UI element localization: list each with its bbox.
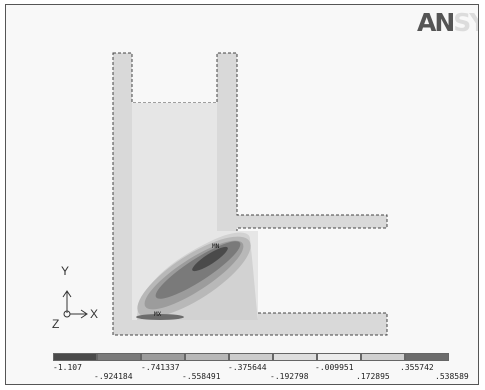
contour-legend [53, 353, 449, 361]
contour-band-2 [192, 246, 228, 272]
legend-swatch [229, 353, 273, 361]
legend-label: -.375644 [228, 363, 267, 372]
legend-swatch [185, 353, 229, 361]
legend-label: -.924184 [94, 372, 133, 381]
legend-label: -.192798 [270, 372, 309, 381]
min-region [136, 314, 184, 320]
legend-label: -.009951 [315, 363, 354, 372]
legend-label: .172895 [356, 372, 390, 381]
triad-icon [62, 290, 88, 319]
legend-swatch [97, 353, 141, 361]
legend-swatch [361, 353, 405, 361]
triad-z-label: Z [52, 317, 60, 331]
legend-label: -.558491 [182, 372, 221, 381]
triad-y-label: Y [61, 264, 70, 278]
contour-plot [112, 52, 388, 336]
mx-marker: MN [212, 243, 220, 250]
ansys-logo: ANSYS [417, 8, 478, 37]
triad-x-label: X [90, 307, 99, 321]
mn-marker: MX [154, 311, 162, 318]
graphics-window: ANSYS MN MX Y X Z -1.107 -.741337 -.3756… [5, 4, 479, 385]
legend-swatch [53, 353, 97, 361]
legend-swatch [141, 353, 185, 361]
legend-swatch [317, 353, 361, 361]
legend-label: -1.107 [53, 363, 82, 372]
legend-label: .538589 [435, 372, 469, 381]
legend-swatch [273, 353, 317, 361]
legend-label: .355742 [400, 363, 434, 372]
legend-label: -.741337 [141, 363, 180, 372]
legend-swatch [405, 353, 449, 361]
